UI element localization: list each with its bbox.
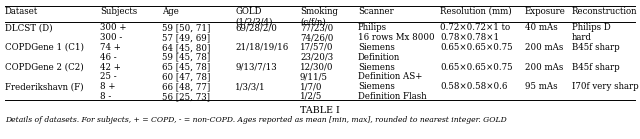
Text: 0.72×0.72×1 to: 0.72×0.72×1 to [440, 23, 510, 32]
Text: 1/7/0: 1/7/0 [300, 82, 323, 91]
Text: COPDGene 1 (C1): COPDGene 1 (C1) [5, 43, 84, 52]
Text: Resolution (mm): Resolution (mm) [440, 7, 512, 16]
Text: Dataset: Dataset [5, 7, 38, 16]
Text: Reconstruction: Reconstruction [572, 7, 637, 16]
Text: Frederikshavn (F): Frederikshavn (F) [5, 82, 84, 91]
Text: 21/18/19/16: 21/18/19/16 [235, 43, 288, 52]
Text: 1/2/5: 1/2/5 [300, 92, 323, 101]
Text: 64 [45, 80]: 64 [45, 80] [162, 43, 211, 52]
Text: B45f sharp: B45f sharp [572, 43, 620, 52]
Text: Philips: Philips [358, 23, 387, 32]
Text: Subjects: Subjects [100, 7, 137, 16]
Text: 0.65×0.65×0.75: 0.65×0.65×0.75 [440, 63, 513, 71]
Text: 23/20/3: 23/20/3 [300, 53, 333, 62]
Text: 74/26/0: 74/26/0 [300, 33, 333, 42]
Text: Philips D: Philips D [572, 23, 611, 32]
Text: Exposure: Exposure [525, 7, 566, 16]
Text: TABLE I: TABLE I [300, 106, 340, 115]
Text: Siemens: Siemens [358, 43, 395, 52]
Text: COPDGene 2 (C2): COPDGene 2 (C2) [5, 63, 84, 71]
Text: 200 mAs: 200 mAs [525, 43, 563, 52]
Text: 65 [45, 78]: 65 [45, 78] [162, 63, 211, 71]
Text: Age: Age [162, 7, 179, 16]
Text: 0.65×0.65×0.75: 0.65×0.65×0.75 [440, 43, 513, 52]
Text: 56 [25, 73]: 56 [25, 73] [162, 92, 210, 101]
Text: Details of datasets. For subjects, + = COPD, - = non-COPD. Ages reported as mean: Details of datasets. For subjects, + = C… [5, 116, 507, 124]
Text: 95 mAs: 95 mAs [525, 82, 557, 91]
Text: Siemens: Siemens [358, 82, 395, 91]
Text: 1/3/3/1: 1/3/3/1 [235, 82, 266, 91]
Text: 25 -: 25 - [100, 72, 116, 81]
Text: 8 +: 8 + [100, 82, 115, 91]
Text: Smoking
(c/f/n): Smoking (c/f/n) [300, 7, 338, 26]
Text: 66 [48, 77]: 66 [48, 77] [162, 82, 211, 91]
Text: I70f very sharp: I70f very sharp [572, 82, 639, 91]
Text: 0.58×0.58×0.6: 0.58×0.58×0.6 [440, 82, 508, 91]
Text: 59 [50, 71]: 59 [50, 71] [162, 23, 211, 32]
Text: GOLD
(1/2/3/4): GOLD (1/2/3/4) [235, 7, 273, 26]
Text: 200 mAs: 200 mAs [525, 63, 563, 71]
Text: 0.78×0.78×1: 0.78×0.78×1 [440, 33, 499, 42]
Text: 9/11/5: 9/11/5 [300, 72, 328, 81]
Text: 60 [47, 78]: 60 [47, 78] [162, 72, 211, 81]
Text: 16 rows Mx 8000: 16 rows Mx 8000 [358, 33, 435, 42]
Text: Scanner: Scanner [358, 7, 394, 16]
Text: Definition: Definition [358, 53, 400, 62]
Text: 46 -: 46 - [100, 53, 116, 62]
Text: 300 +: 300 + [100, 23, 127, 32]
Text: 40 mAs: 40 mAs [525, 23, 557, 32]
Text: 42 +: 42 + [100, 63, 121, 71]
Text: Definition AS+: Definition AS+ [358, 72, 422, 81]
Text: 69/28/2/0: 69/28/2/0 [235, 23, 277, 32]
Text: Definition Flash: Definition Flash [358, 92, 427, 101]
Text: 74 +: 74 + [100, 43, 121, 52]
Text: 12/30/0: 12/30/0 [300, 63, 333, 71]
Text: 9/13/7/13: 9/13/7/13 [235, 63, 276, 71]
Text: Siemens: Siemens [358, 63, 395, 71]
Text: 300 -: 300 - [100, 33, 122, 42]
Text: DLCST (D): DLCST (D) [5, 23, 52, 32]
Text: hard: hard [572, 33, 592, 42]
Text: 59 [45, 78]: 59 [45, 78] [162, 53, 211, 62]
Text: 17/57/0: 17/57/0 [300, 43, 333, 52]
Text: 57 [49, 69]: 57 [49, 69] [162, 33, 210, 42]
Text: B45f sharp: B45f sharp [572, 63, 620, 71]
Text: 77/23/0: 77/23/0 [300, 23, 333, 32]
Text: 8 -: 8 - [100, 92, 111, 101]
